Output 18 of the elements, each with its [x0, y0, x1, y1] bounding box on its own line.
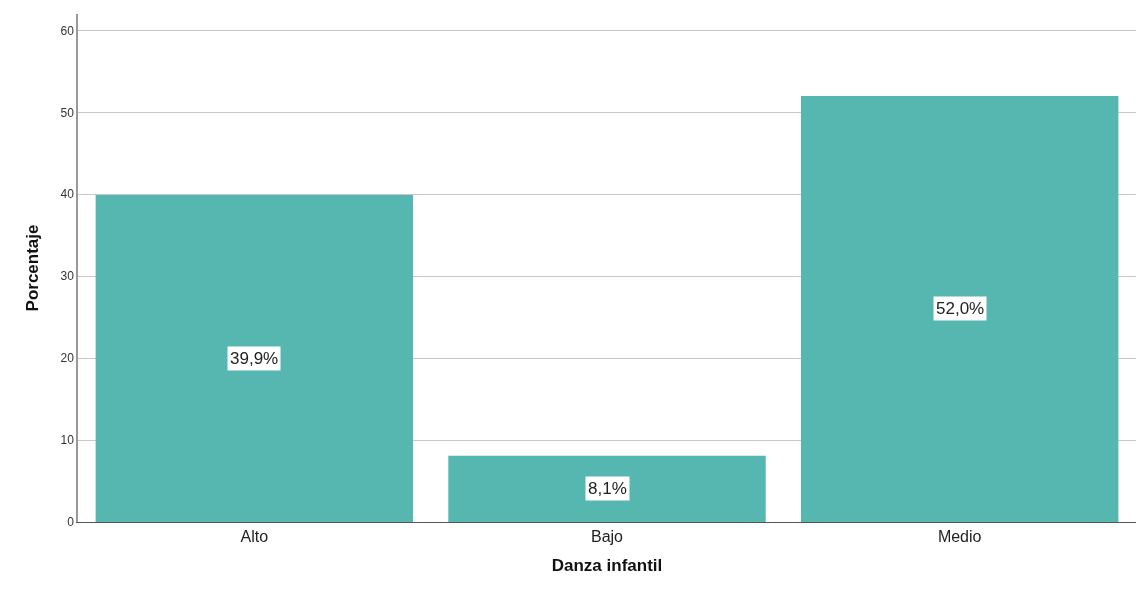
data-label: 8,1% [588, 479, 627, 498]
x-axis-title: Danza infantil [551, 555, 663, 575]
data-label: 52,0% [936, 299, 985, 318]
y-tick-label: 50 [60, 105, 75, 120]
y-tick-label: 60 [60, 23, 75, 38]
x-tick-label: Alto [240, 528, 269, 546]
data-label: 39,9% [230, 349, 279, 368]
y-axis-title: Porcentaje [22, 224, 42, 312]
y-tick-label: 30 [60, 269, 75, 284]
y-tick-label: 0 [67, 515, 75, 530]
bar [95, 195, 414, 522]
y-tick-label: 40 [60, 187, 75, 202]
y-tick-label: 20 [60, 351, 75, 366]
y-tick-label: 10 [60, 433, 75, 448]
bar [800, 95, 1119, 522]
bar [448, 455, 766, 522]
x-tick-label: Medio [937, 528, 982, 546]
x-tick-label: Bajo [590, 528, 624, 546]
